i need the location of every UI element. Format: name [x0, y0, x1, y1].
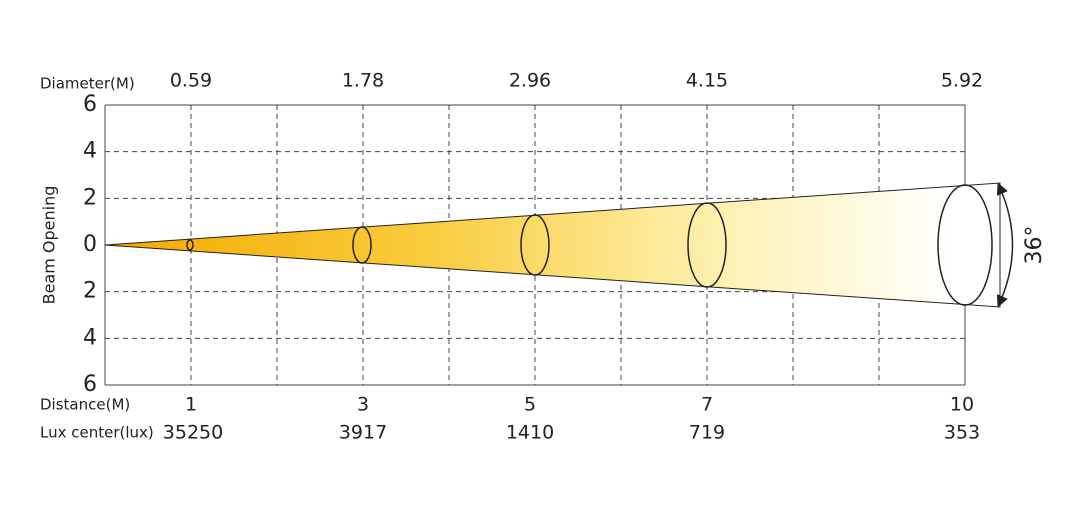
distance-value: 5: [524, 394, 536, 416]
y-axis-label: Beam Opening: [40, 186, 59, 305]
lux-value: 1410: [506, 422, 554, 444]
y-tick-label: 2: [83, 185, 97, 210]
y-tick-label: 2: [83, 279, 97, 304]
lux-value: 35250: [163, 422, 223, 444]
distance-value: 7: [701, 394, 713, 416]
diameter-value: 1.78: [342, 70, 384, 92]
diameter-value: 5.92: [941, 70, 983, 92]
lux-value: 353: [944, 422, 980, 444]
beam-section: [687, 202, 727, 288]
y-tick-label: 4: [83, 325, 97, 350]
beam-cone: [104, 182, 1001, 308]
lux-value: 3917: [339, 422, 387, 444]
angle-label: 36°: [1022, 226, 1047, 265]
distance-value: 10: [950, 394, 974, 416]
distance-value: 3: [357, 394, 369, 416]
beam-section: [937, 184, 993, 306]
beam-sections: [186, 184, 993, 306]
beam-section: [186, 239, 194, 251]
y-tick-label: 0: [83, 232, 97, 257]
diameter-value: 0.59: [170, 70, 212, 92]
diameter-value: 4.15: [686, 70, 728, 92]
beam-section: [352, 226, 372, 264]
y-tick-label: 6: [83, 92, 97, 117]
y-tick-label: 6: [83, 372, 97, 397]
angle-arc: [996, 182, 1014, 308]
diameter-label: Diameter(M): [40, 75, 135, 93]
diameter-value: 2.96: [509, 70, 551, 92]
distance-value: 1: [185, 394, 197, 416]
beam-section: [520, 214, 550, 276]
lux-label: Lux center(lux): [40, 424, 154, 442]
y-tick-label: 4: [83, 139, 97, 164]
lux-value: 719: [689, 422, 725, 444]
distance-label: Distance(M): [40, 396, 130, 414]
